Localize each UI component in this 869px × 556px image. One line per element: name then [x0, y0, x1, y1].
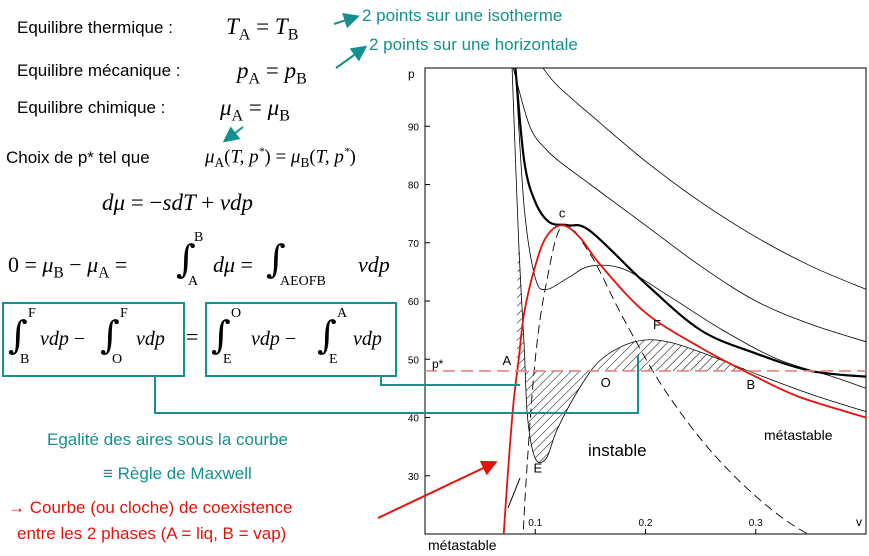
point-label-B: B	[746, 377, 755, 392]
metastable-pointer	[508, 478, 520, 508]
y-tick-label: 60	[408, 297, 420, 308]
y-tick-label: 70	[408, 239, 420, 250]
x-tick-label: 0.1	[528, 518, 542, 529]
chart-annotation: métastable	[428, 537, 497, 553]
point-label-O: O	[601, 375, 611, 390]
chart-annotation: p*	[432, 357, 444, 371]
point-label-E: E	[534, 460, 543, 475]
arrow-isotherme	[334, 17, 356, 24]
connector-right-box	[381, 377, 520, 385]
y-tick-label: 80	[408, 181, 420, 192]
y-tick-label: 30	[408, 472, 420, 483]
chart-annotation: instable	[588, 441, 647, 460]
hatched-area-lower	[517, 243, 593, 463]
arrow-choix	[226, 127, 243, 140]
critical-isotherm-line	[515, 68, 866, 377]
x-tick-label: 0.2	[639, 518, 653, 529]
isotherm-line	[513, 68, 866, 342]
x-axis-label: v	[856, 515, 862, 529]
chart-annotation: métastable	[764, 427, 833, 443]
x-tick-label: 0.3	[749, 518, 763, 529]
y-tick-label: 40	[408, 414, 420, 425]
arrow-horizontale	[336, 48, 364, 68]
y-tick-label: 50	[408, 355, 420, 366]
y-tick-label: 90	[408, 122, 420, 133]
y-axis-label: p	[408, 67, 415, 81]
point-label-c: c	[559, 205, 566, 220]
arrow-coexistence	[378, 463, 494, 518]
point-label-A: A	[503, 353, 512, 368]
point-label-F: F	[653, 317, 661, 332]
